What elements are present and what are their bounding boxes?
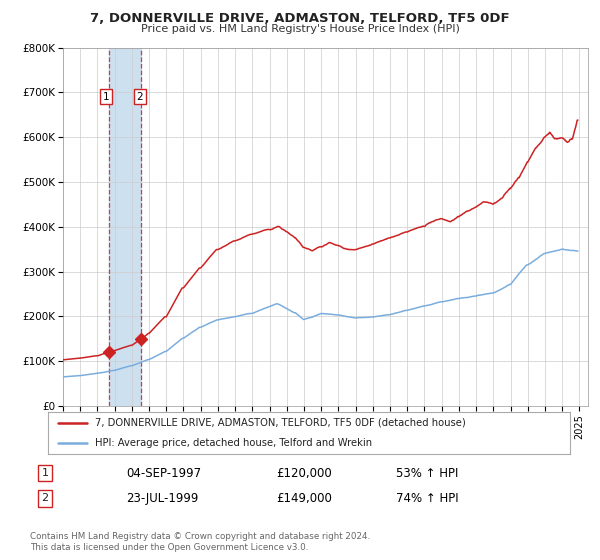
Text: 1: 1 [103,92,110,102]
Text: £120,000: £120,000 [276,466,332,480]
Text: 7, DONNERVILLE DRIVE, ADMASTON, TELFORD, TF5 0DF (detached house): 7, DONNERVILLE DRIVE, ADMASTON, TELFORD,… [95,418,466,428]
Text: Price paid vs. HM Land Registry's House Price Index (HPI): Price paid vs. HM Land Registry's House … [140,24,460,34]
Text: £149,000: £149,000 [276,492,332,505]
Text: 04-SEP-1997: 04-SEP-1997 [126,466,201,480]
Text: This data is licensed under the Open Government Licence v3.0.: This data is licensed under the Open Gov… [30,543,308,552]
Text: Contains HM Land Registry data © Crown copyright and database right 2024.: Contains HM Land Registry data © Crown c… [30,532,370,541]
Text: 1: 1 [41,468,49,478]
Text: 74% ↑ HPI: 74% ↑ HPI [396,492,458,505]
Text: 7, DONNERVILLE DRIVE, ADMASTON, TELFORD, TF5 0DF: 7, DONNERVILLE DRIVE, ADMASTON, TELFORD,… [90,12,510,25]
Text: HPI: Average price, detached house, Telford and Wrekin: HPI: Average price, detached house, Telf… [95,438,372,448]
Text: 53% ↑ HPI: 53% ↑ HPI [396,466,458,480]
Text: 2: 2 [41,493,49,503]
Bar [109,48,142,406]
Text: 2: 2 [136,92,143,102]
Text: 23-JUL-1999: 23-JUL-1999 [126,492,199,505]
